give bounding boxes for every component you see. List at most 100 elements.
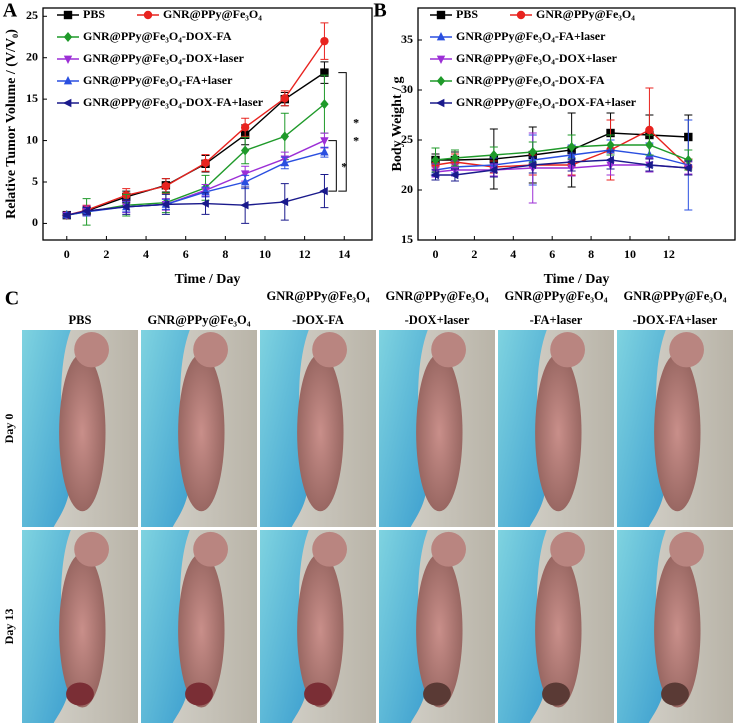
x-tick-label: 0 bbox=[433, 247, 439, 261]
marker bbox=[436, 31, 446, 41]
marker bbox=[645, 125, 654, 135]
mouse-photo bbox=[22, 530, 138, 723]
marker bbox=[320, 36, 329, 46]
mouse-photo bbox=[498, 530, 614, 723]
marker bbox=[683, 163, 692, 173]
legend-label: GNR@PPy@Fe₃O₄-DOX+laser bbox=[83, 51, 245, 65]
mouse-head bbox=[431, 531, 466, 567]
x-tick-label: 6 bbox=[549, 247, 555, 261]
x-tick-label: 6 bbox=[183, 247, 189, 261]
y-tick-label: 15 bbox=[26, 91, 38, 105]
y-axis-title: Body Weight / g bbox=[390, 76, 405, 171]
series-line bbox=[66, 40, 326, 216]
marker bbox=[516, 10, 526, 20]
glove bbox=[498, 530, 547, 723]
marker bbox=[527, 160, 537, 170]
legend-label: GNR@PPy@Fe₃O₄-FA+laser bbox=[83, 73, 233, 87]
marker bbox=[435, 98, 445, 108]
x-tick-label: 10 bbox=[259, 247, 271, 261]
glove bbox=[260, 330, 309, 527]
marker bbox=[160, 200, 170, 209]
x-tick-label: 4 bbox=[510, 247, 516, 261]
marker bbox=[280, 157, 289, 167]
x-tick-label: 0 bbox=[64, 247, 70, 261]
marker bbox=[63, 55, 73, 65]
column-header: GNR@PPy@Fe₃O₄ bbox=[386, 289, 489, 303]
mouse-head bbox=[669, 331, 704, 368]
marker bbox=[450, 152, 460, 164]
mouse-body bbox=[535, 353, 582, 512]
marker bbox=[528, 146, 537, 158]
marker bbox=[280, 131, 289, 142]
column-header: GNR@PPy@Fe₃O₄ bbox=[148, 313, 251, 327]
mouse-photo bbox=[498, 330, 614, 527]
glove bbox=[617, 330, 666, 527]
x-tick-label: 12 bbox=[663, 247, 675, 261]
mouse-body bbox=[416, 553, 463, 708]
mouse-head bbox=[193, 331, 229, 368]
marker bbox=[431, 154, 440, 166]
x-axis-title: Time / Day bbox=[175, 272, 241, 287]
y-tick-label: 20 bbox=[26, 49, 38, 63]
glove bbox=[379, 330, 428, 527]
legend-label: GNR@PPy@Fe₃O₄-DOX-FA bbox=[456, 73, 605, 87]
column-header: -DOX-FA bbox=[292, 313, 344, 327]
marker bbox=[489, 149, 499, 161]
x-tick-label: 10 bbox=[624, 247, 636, 261]
marker bbox=[449, 170, 459, 180]
mouse-head bbox=[193, 531, 229, 567]
marker bbox=[320, 147, 329, 156]
marker bbox=[161, 181, 171, 191]
column-header: -DOX+laser bbox=[405, 313, 470, 327]
x-tick-label: 12 bbox=[299, 247, 311, 261]
x-tick-label: 4 bbox=[143, 247, 149, 261]
mouse-body bbox=[297, 353, 344, 512]
marker bbox=[436, 55, 446, 65]
marker bbox=[63, 10, 73, 20]
series-line bbox=[435, 144, 689, 161]
glove bbox=[498, 330, 547, 527]
y-tick-label: 35 bbox=[401, 32, 413, 46]
mouse-photo bbox=[141, 530, 257, 723]
series-line bbox=[66, 190, 325, 216]
marker bbox=[279, 197, 289, 207]
series-line bbox=[435, 159, 689, 176]
series-line bbox=[435, 164, 689, 173]
marker bbox=[436, 10, 446, 20]
tumor bbox=[661, 682, 689, 706]
column-header: -DOX-FA+laser bbox=[633, 313, 718, 327]
panel-label: C bbox=[5, 288, 19, 310]
series-line bbox=[435, 149, 689, 171]
x-tick-label: 8 bbox=[222, 247, 228, 261]
marker bbox=[201, 158, 210, 168]
tumor bbox=[423, 682, 451, 706]
plot-frame bbox=[417, 7, 736, 241]
mouse-body bbox=[297, 553, 344, 708]
glove bbox=[22, 330, 71, 527]
mouse-head bbox=[74, 531, 109, 567]
column-header: GNR@PPy@Fe₃O₄ bbox=[505, 289, 608, 303]
marker bbox=[240, 123, 250, 132]
tumor bbox=[185, 682, 213, 706]
marker bbox=[240, 201, 249, 210]
x-tick-label: 8 bbox=[588, 247, 594, 261]
legend-label: PBS bbox=[83, 7, 105, 21]
panel-label: B bbox=[373, 0, 386, 22]
marker bbox=[644, 160, 653, 170]
mouse-photo bbox=[260, 530, 376, 723]
mouse-body bbox=[59, 553, 106, 708]
y-tick-label: 25 bbox=[26, 8, 38, 22]
tumor bbox=[66, 682, 94, 706]
significance-bracket bbox=[328, 140, 337, 192]
mouse-head bbox=[669, 531, 704, 567]
legend-label: PBS bbox=[456, 7, 478, 21]
panel-label: A bbox=[3, 0, 18, 22]
glove bbox=[141, 330, 190, 527]
y-tick-label: 15 bbox=[401, 232, 413, 246]
mouse-photo bbox=[141, 330, 257, 527]
marker bbox=[63, 75, 73, 85]
glove bbox=[379, 530, 428, 723]
marker bbox=[430, 170, 439, 180]
legend-label: GNR@PPy@Fe₃O₄-DOX-FA+laser bbox=[83, 95, 264, 109]
